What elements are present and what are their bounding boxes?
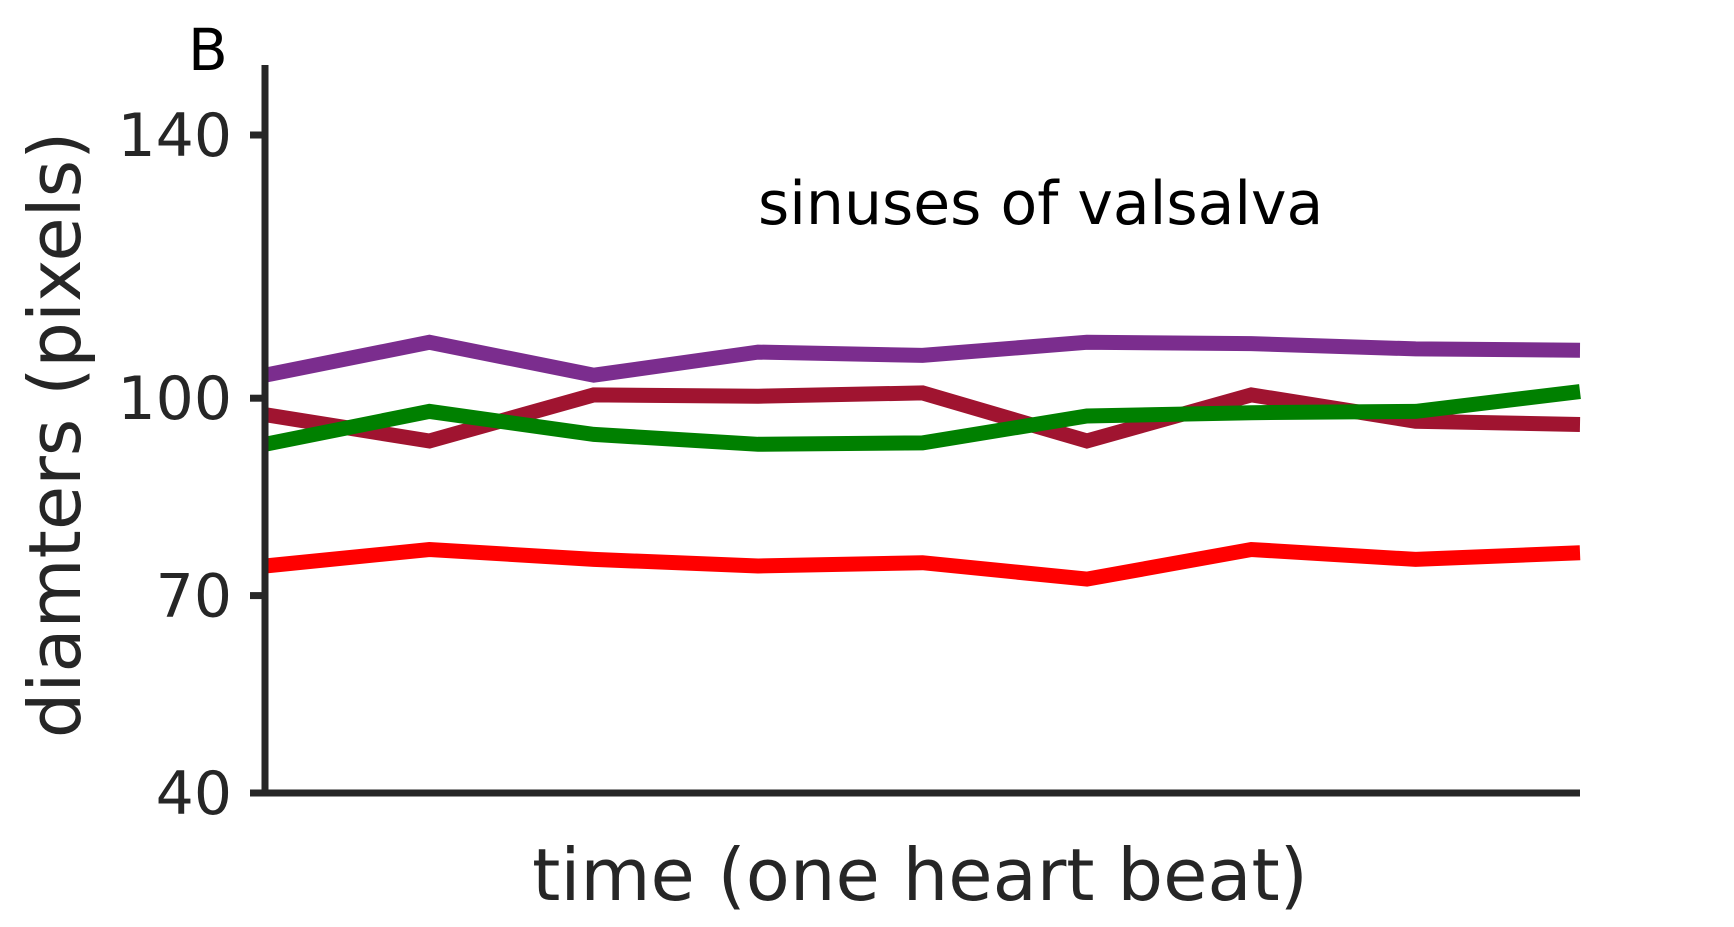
series-line-4 bbox=[264, 541, 1581, 587]
y-tick-label: 70 bbox=[156, 562, 232, 632]
y-tick-label: 140 bbox=[117, 101, 232, 171]
series-line-3 bbox=[263, 384, 1581, 452]
y-axis-title: diamters (pixels) bbox=[13, 132, 97, 739]
series-layer bbox=[263, 334, 1581, 587]
y-tick-label: 100 bbox=[117, 364, 232, 434]
panel-label: B bbox=[188, 16, 228, 84]
annotation-text: sinuses of valsalva bbox=[758, 169, 1323, 239]
x-axis-title: time (one heart beat) bbox=[532, 833, 1308, 917]
series-line-1 bbox=[263, 334, 1581, 383]
y-tick-label: 40 bbox=[156, 759, 232, 829]
y-ticks: 40 70 100 140 bbox=[117, 101, 265, 829]
